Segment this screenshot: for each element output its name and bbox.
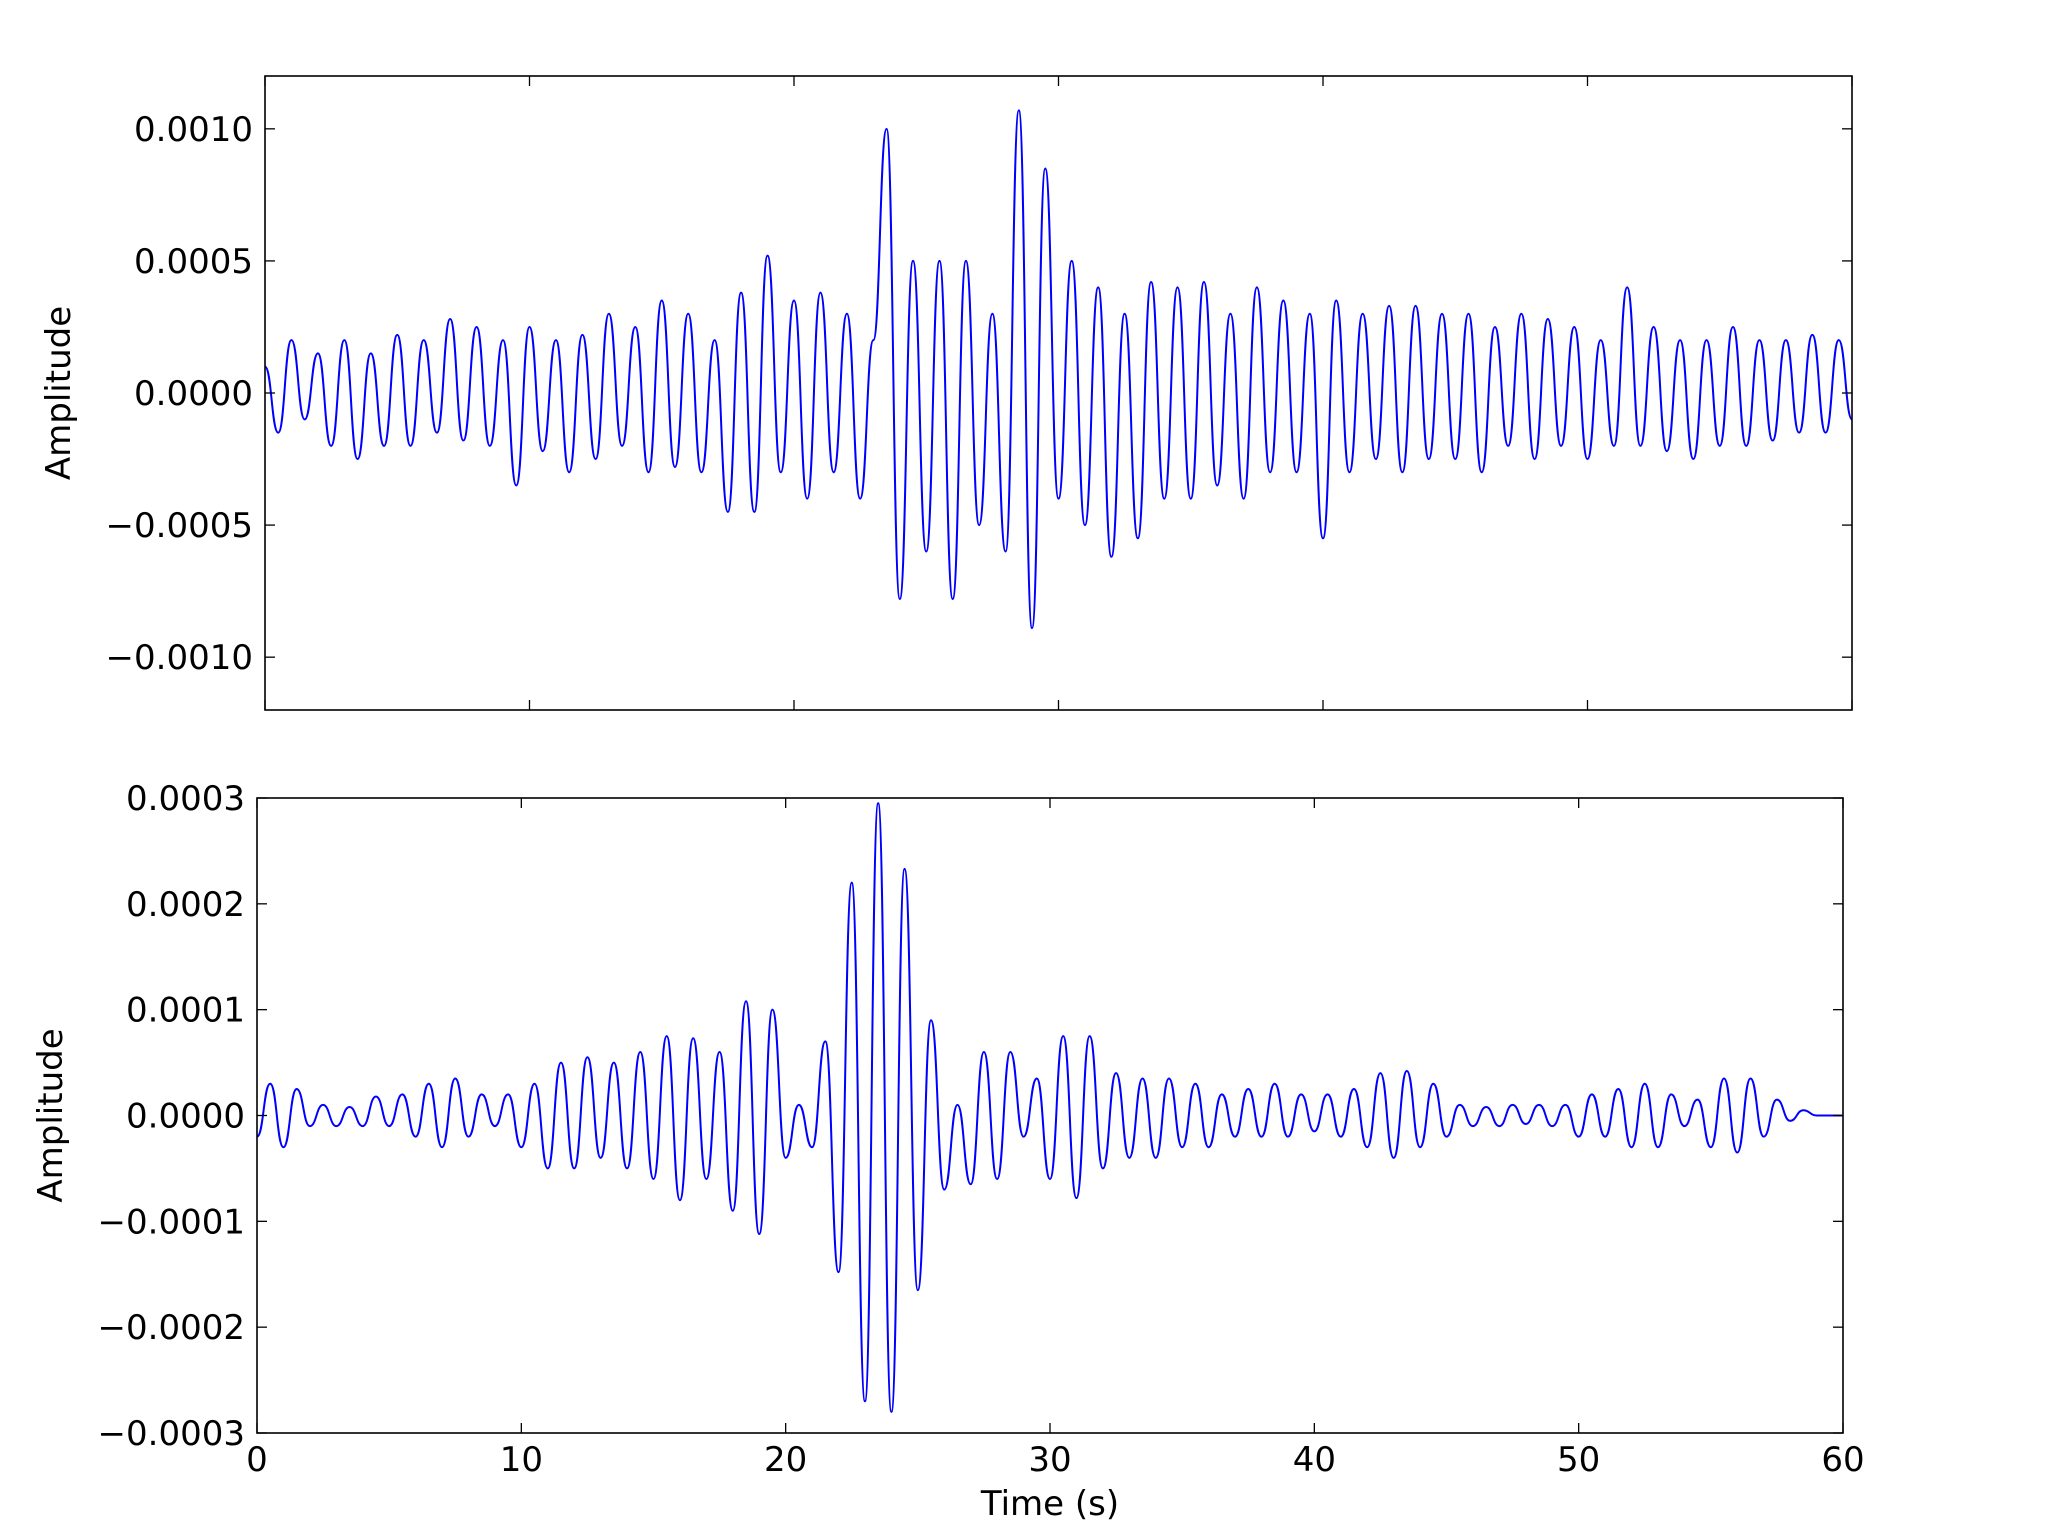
signal-line — [257, 802, 1843, 1413]
y-axis-label: Amplitude — [39, 306, 79, 480]
y-tick-label: 0.0010 — [134, 110, 253, 150]
y-tick-label: −0.0005 — [106, 506, 253, 546]
y-tick-label: 0.0000 — [134, 374, 253, 414]
y-tick-label: 0.0001 — [126, 991, 245, 1031]
y-tick-label: 0.0005 — [134, 242, 253, 282]
y-tick-label: 0.0002 — [126, 885, 245, 925]
x-tick-label: 20 — [764, 1440, 807, 1480]
x-tick-label: 30 — [1028, 1440, 1071, 1480]
x-tick-label: 50 — [1557, 1440, 1600, 1480]
y-tick-label: −0.0001 — [98, 1202, 245, 1242]
y-tick-label: 0.0003 — [126, 779, 245, 819]
x-tick-label: 0 — [246, 1440, 268, 1480]
y-tick-label: −0.0002 — [98, 1308, 245, 1348]
y-axis-label: Amplitude — [31, 1028, 71, 1202]
plot-background — [265, 76, 1852, 710]
x-tick-label: 60 — [1821, 1440, 1864, 1480]
y-tick-label: −0.0010 — [106, 638, 253, 678]
x-tick-label: 10 — [500, 1440, 543, 1480]
x-tick-label: 40 — [1293, 1440, 1336, 1480]
y-tick-label: 0.0000 — [126, 1097, 245, 1137]
plot-background — [257, 798, 1843, 1433]
axes-frame — [256, 797, 1844, 1434]
y-tick-label: −0.0003 — [98, 1414, 245, 1454]
axes-frame — [264, 75, 1853, 711]
signal-line — [265, 109, 1852, 630]
x-axis-label: Time (s) — [980, 1484, 1119, 1524]
